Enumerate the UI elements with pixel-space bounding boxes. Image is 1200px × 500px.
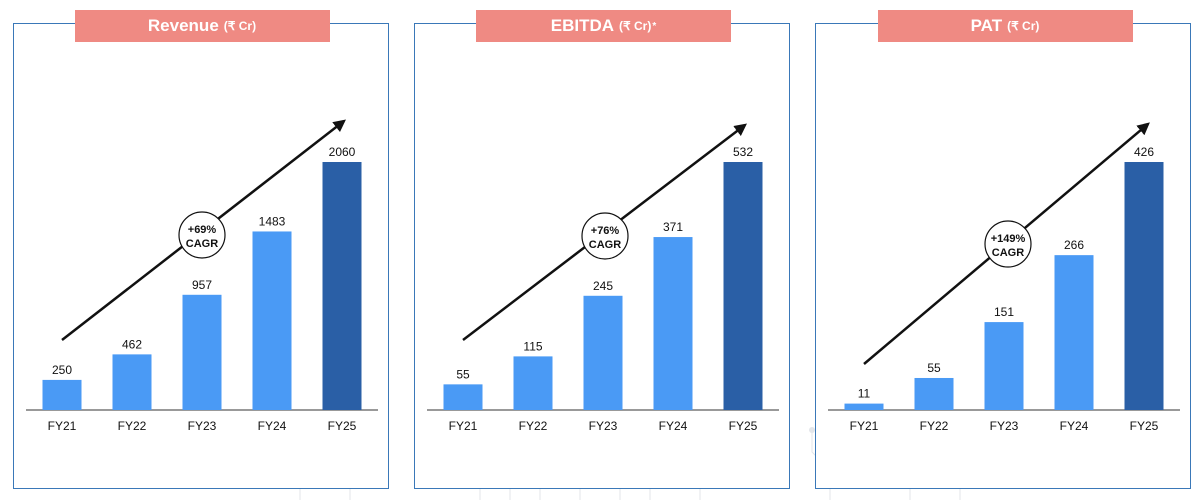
pat-value-label-fy23: 151 (994, 305, 1014, 319)
ebitda-cagr-value: +76% (591, 225, 620, 237)
ebitda-title: EBITDA (550, 16, 615, 35)
revenue-bar-fy23 (182, 294, 222, 410)
revenue-category-label-fy25: FY25 (328, 419, 357, 433)
pat-chart-panel: 11 FY21 55 FY22 151 FY23 266 FY24 426 FY25 +149% CA… (815, 23, 1191, 489)
pat-category-label-fy23: FY23 (990, 419, 1019, 433)
revenue-value-label-fy25: 2060 (329, 145, 356, 159)
ebitda-chart-svg: 55 FY21 115 FY22 245 FY23 371 FY24 532 FY25 +76% CA… (427, 123, 779, 433)
revenue-category-label-fy22: FY22 (118, 419, 147, 433)
ebitda-cagr-badge (581, 212, 629, 260)
ebitda-category-label-fy23: FY23 (589, 419, 618, 433)
pat-category-label-fy21: FY21 (850, 419, 879, 433)
pat-title-banner: PAT (₹ Cr) (878, 10, 1133, 42)
pat-value-label-fy21: 11 (858, 387, 871, 401)
revenue-value-label-fy23: 957 (192, 278, 212, 292)
revenue-bar-fy21 (42, 379, 82, 410)
revenue-chart-panel: 250 FY21 462 FY22 957 FY23 1483 FY24 2060 FY25 +69… (13, 23, 389, 489)
revenue-title-banner: Revenue (₹ Cr) (75, 10, 330, 42)
revenue-bar-fy24 (252, 231, 292, 410)
revenue-value-label-fy24: 1483 (259, 214, 286, 228)
revenue-cagr-badge (178, 211, 226, 259)
pat-bar-fy22 (914, 377, 954, 410)
pat-value-label-fy25: 426 (1134, 145, 1154, 159)
ebitda-value-label-fy21: 55 (456, 367, 470, 381)
pat-category-label-fy22: FY22 (920, 419, 949, 433)
ebitda-bar-fy22 (513, 356, 553, 410)
ebitda-bar-fy24 (653, 237, 693, 410)
ebitda-bar-fy23 (583, 295, 623, 410)
revenue-cagr-value: +69% (188, 224, 217, 236)
ebitda-bar-fy21 (443, 384, 483, 410)
pat-bar-fy24 (1054, 255, 1094, 410)
revenue-value-label-fy22: 462 (122, 337, 142, 351)
ebitda-category-label-fy21: FY21 (449, 419, 478, 433)
revenue-bar-fy25 (322, 162, 362, 410)
pat-category-label-fy25: FY25 (1130, 419, 1159, 433)
ebitda-category-label-fy24: FY24 (659, 419, 688, 433)
revenue-cagr-label: CAGR (186, 238, 218, 250)
pat-cagr-label: CAGR (992, 247, 1024, 259)
ebitda-cagr-label: CAGR (589, 239, 621, 251)
pat-value-label-fy24: 266 (1064, 238, 1084, 252)
pat-bar-fy21 (844, 403, 884, 410)
ebitda-value-label-fy25: 532 (733, 145, 753, 159)
pat-cagr-value: +149% (991, 233, 1026, 245)
ebitda-category-label-fy25: FY25 (729, 419, 758, 433)
revenue-chart-svg: 250 FY21 462 FY22 957 FY23 1483 FY24 2060 FY25 +69… (26, 119, 378, 433)
ebitda-value-label-fy22: 115 (523, 339, 542, 353)
ebitda-chart-panel: 55 FY21 115 FY22 245 FY23 371 FY24 532 FY25 +76% CA… (414, 23, 790, 489)
ebitda-title-suffix: * (652, 20, 657, 32)
ebitda-value-label-fy24: 371 (663, 220, 683, 234)
pat-title: PAT (970, 16, 1003, 35)
pat-value-label-fy22: 55 (927, 361, 941, 375)
revenue-value-label-fy21: 250 (52, 363, 72, 377)
revenue-category-label-fy21: FY21 (48, 419, 77, 433)
pat-bar-fy23 (984, 322, 1024, 410)
pat-category-label-fy24: FY24 (1060, 419, 1089, 433)
revenue-bar-fy22 (112, 354, 152, 410)
ebitda-category-label-fy22: FY22 (519, 419, 548, 433)
revenue-category-label-fy23: FY23 (188, 419, 217, 433)
revenue-title: Revenue (147, 16, 219, 35)
pat-unit: (₹ Cr) (1007, 19, 1040, 33)
revenue-category-label-fy24: FY24 (258, 419, 287, 433)
revenue-unit: (₹ Cr) (223, 19, 257, 33)
ebitda-bar-fy25 (723, 162, 763, 410)
pat-bar-fy25 (1124, 162, 1164, 410)
ebitda-value-label-fy23: 245 (593, 279, 613, 293)
pat-cagr-badge (984, 220, 1032, 268)
ebitda-unit: (₹ Cr) (619, 19, 652, 33)
ebitda-title-banner: EBITDA (₹ Cr) * (476, 10, 731, 42)
pat-chart-svg: 11 FY21 55 FY22 151 FY23 266 FY24 426 FY25 +149% CA… (828, 122, 1180, 433)
